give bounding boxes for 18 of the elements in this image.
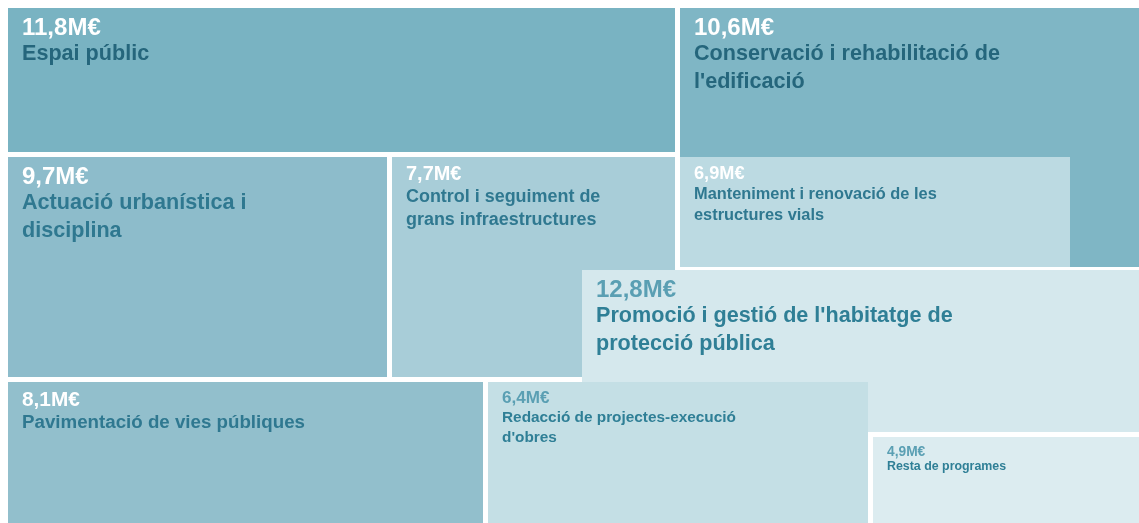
category-label: Espai públic xyxy=(22,40,150,66)
data-label: 10,6M€ xyxy=(694,12,775,40)
data-label: 6,4M€ xyxy=(502,388,550,408)
data-label: 9,7M€ xyxy=(22,161,89,189)
data-label: 6,9M€ xyxy=(694,163,745,184)
category-label: Promoció i gestió de l'habitatge de protecció pública xyxy=(596,302,953,356)
data-label: 4,9M€ xyxy=(887,443,926,459)
category-label: Redacció de projectes-execució d'obres xyxy=(502,407,736,445)
data-label: 8,1M€ xyxy=(22,387,81,411)
category-label: Resta de programes xyxy=(887,459,1007,474)
category-label: Actuació urbanística i disciplina xyxy=(22,189,247,243)
category-label: Conservació i rehabilitació de l'edificació xyxy=(694,40,1001,94)
category-label: Control i seguiment de grans infraestructures xyxy=(406,185,601,230)
data-label: 12,8M€ xyxy=(596,274,677,302)
category-label: Pavimentació de vies públiques xyxy=(22,411,305,433)
data-label: 7,7M€ xyxy=(406,162,462,185)
category-label: Manteniment i renovació de les estructures vials xyxy=(694,183,937,223)
data-label: 11,8M€ xyxy=(22,12,101,40)
